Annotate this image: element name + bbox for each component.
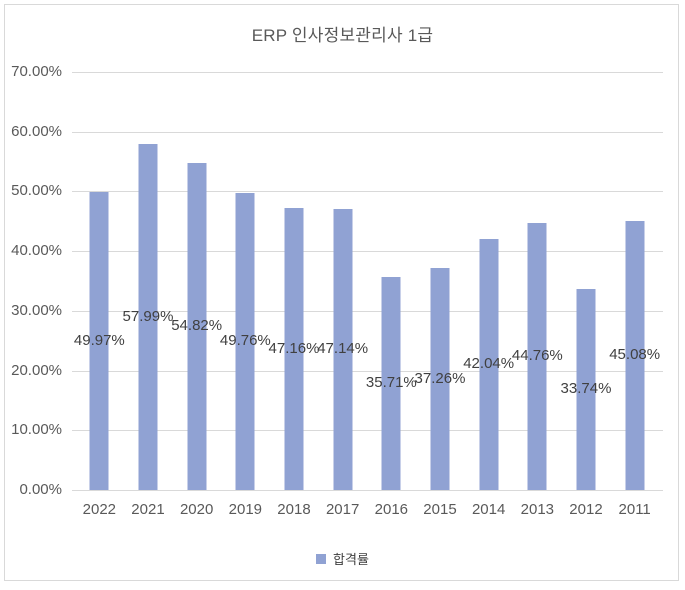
x-axis-label-2015: 2015 [423, 501, 457, 518]
bar-2017 [333, 208, 353, 490]
bar-group-2016: 35.71% [365, 72, 417, 490]
legend-swatch [316, 553, 327, 564]
bar-2011 [625, 220, 645, 490]
x-axis-label-2013: 2013 [520, 501, 555, 518]
data-label-2021: 57.99% [122, 307, 174, 325]
y-axis-tick-label: 20.00% [11, 361, 62, 379]
bar-2014 [479, 238, 499, 490]
gridline [72, 430, 663, 432]
bar-group-2015: 37.26% [414, 72, 466, 490]
gridline [72, 310, 663, 312]
data-label-2015: 37.26% [414, 369, 466, 387]
y-axis-tick-label: 70.00% [11, 63, 62, 80]
bar-2022 [89, 191, 109, 490]
data-label-2012: 33.74% [560, 380, 612, 398]
y-axis-tick-label: 10.00% [11, 421, 62, 439]
gridline [72, 251, 663, 253]
x-axis-label-2017: 2017 [325, 501, 360, 518]
data-label-2019: 49.76% [219, 332, 271, 350]
bar-group-2013: 44.76% [511, 72, 563, 490]
bar-group-2020: 54.82% [171, 72, 223, 490]
x-axis-label-2011: 2011 [618, 501, 651, 518]
bar-2012 [576, 288, 596, 490]
plot-area: 49.97% 57.99% 54.82% 49.76% 47.16% 47.14% 35.7… [73, 72, 661, 490]
x-axis-label-2014: 2014 [471, 501, 506, 518]
bar-group-2017: 47.14% [317, 72, 369, 490]
chart-title: ERP 인사정보관리사 1급 [251, 26, 434, 45]
bar-group-2019: 49.76% [219, 72, 271, 490]
data-label-2022: 49.97% [73, 331, 125, 349]
data-label-2011: 45.08% [609, 346, 661, 364]
x-axis-label-2012: 2012 [569, 501, 603, 518]
y-axis-tick-label: 60.00% [11, 122, 62, 140]
bar-group-2011: 45.08% [609, 72, 661, 490]
bar-2015 [430, 267, 450, 490]
bar-2019 [235, 192, 255, 490]
y-axis-tick-label: 30.00% [11, 301, 62, 319]
bar-group-2022: 49.97% [73, 72, 125, 490]
x-axis-label-2018: 2018 [277, 501, 311, 518]
gridline [72, 191, 663, 193]
y-axis-tick-label: 50.00% [11, 182, 62, 200]
bar-group-2021: 57.99% [122, 72, 174, 490]
x-axis-label-2022: 2022 [82, 501, 117, 518]
bar-group-2014: 42.04% [463, 72, 515, 490]
bar-2016 [381, 276, 401, 490]
x-axis-label-2016: 2016 [374, 501, 409, 518]
bar-group-2012: 33.74% [560, 72, 612, 490]
gridline [72, 490, 663, 491]
y-axis-tick-label: 0.00% [19, 481, 62, 498]
data-label-2020: 54.82% [171, 317, 223, 335]
bar-2021 [138, 143, 158, 490]
data-label-2014: 42.04% [463, 355, 515, 373]
bar-2020 [187, 162, 207, 490]
legend-label: 합격률 [333, 552, 369, 567]
gridline [72, 131, 663, 133]
bar-group-2018: 47.16% [268, 72, 320, 490]
x-axis-label-2021: 2021 [131, 501, 165, 518]
data-label-2018: 47.16% [268, 340, 320, 358]
x-axis-label-2020: 2020 [179, 501, 214, 518]
bar-2018 [284, 208, 304, 490]
data-label-2013: 44.76% [511, 347, 563, 365]
data-label-2016: 35.71% [365, 374, 417, 392]
data-label-2017: 47.14% [317, 340, 369, 358]
bar-2013 [527, 222, 547, 490]
gridline [72, 72, 663, 73]
y-axis-tick-label: 40.00% [11, 242, 62, 260]
x-axis-label-2019: 2019 [228, 501, 263, 518]
legend: 합격률 [0, 549, 685, 568]
gridline [72, 370, 663, 372]
